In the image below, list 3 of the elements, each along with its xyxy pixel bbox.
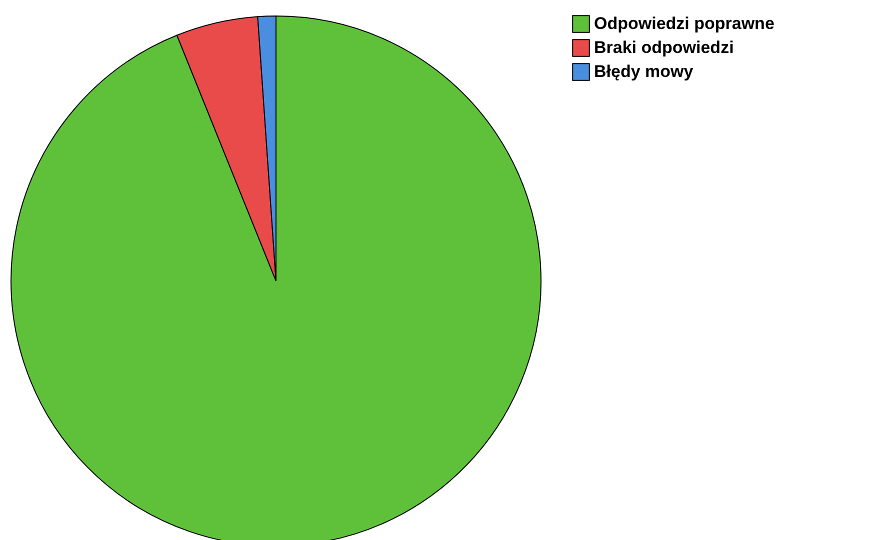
- legend-label: Błędy mowy: [594, 62, 694, 81]
- legend-label: Odpowiedzi poprawne: [594, 14, 774, 33]
- legend-label: Braki odpowiedzi: [594, 38, 734, 57]
